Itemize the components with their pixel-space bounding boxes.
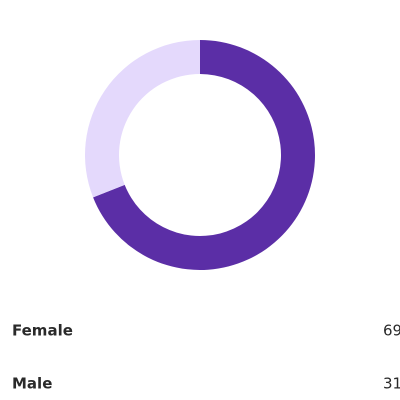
donut-slice — [93, 40, 315, 270]
legend-label: Male — [12, 375, 52, 393]
legend-label: Female — [12, 322, 73, 340]
donut-slice — [84, 40, 200, 198]
legend-value: 31 — [383, 375, 400, 393]
legend-value: 69 — [383, 322, 400, 340]
